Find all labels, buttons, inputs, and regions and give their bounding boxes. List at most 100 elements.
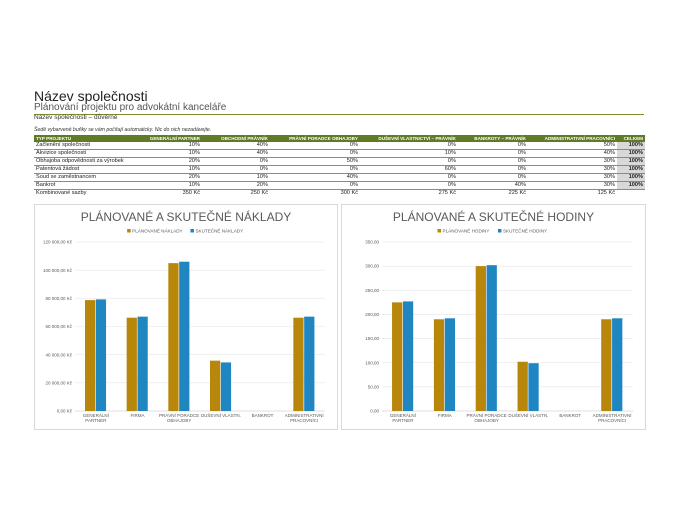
x-tick-label: DUŠEVNÍ VLASTN. xyxy=(201,412,241,418)
bar xyxy=(392,302,403,411)
percent-cell[interactable]: 10% xyxy=(360,149,458,158)
percent-cell[interactable]: 10% xyxy=(134,165,202,174)
total-cell: 100% xyxy=(617,142,645,150)
percent-cell[interactable]: 0% xyxy=(458,173,528,182)
x-tick-label: OBHAJOBY xyxy=(474,418,499,423)
table-row: Soud se zaměstnancem 20% 10% 40% 0% 0% 30% 100% xyxy=(34,173,645,182)
project-type-cell: Začlenění společnosti xyxy=(34,142,134,150)
x-tick-label: PARTNER xyxy=(392,418,414,423)
legend-swatch xyxy=(497,229,502,233)
legend-label: SKUTEČNÉ NÁKLADY xyxy=(195,228,243,234)
bar xyxy=(220,362,232,411)
x-tick-label: FIRMA xyxy=(438,413,452,418)
bar xyxy=(433,319,445,411)
percent-cell[interactable]: 40% xyxy=(270,173,360,182)
project-type-cell: Obhajoba odpovědnosti za výrobek xyxy=(34,157,134,166)
percent-cell[interactable]: 30% xyxy=(528,165,617,174)
bar xyxy=(486,265,497,411)
x-tick-label: BANKROT xyxy=(559,413,581,418)
percent-cell[interactable]: 40% xyxy=(458,181,528,190)
percent-cell[interactable]: 10% xyxy=(134,149,202,158)
y-tick-label: 0,00 xyxy=(370,409,379,414)
bar xyxy=(304,316,315,411)
percent-cell[interactable]: 0% xyxy=(458,165,528,174)
y-tick-label: 80 000,00 Kč xyxy=(45,296,72,301)
bar xyxy=(210,360,221,411)
legend-swatch xyxy=(437,229,442,233)
percent-cell[interactable]: 0% xyxy=(202,165,270,174)
percent-cell[interactable]: 0% xyxy=(270,181,360,190)
total-cell: 100% xyxy=(617,173,645,182)
x-tick-label: PRACOVNÍCI xyxy=(598,417,626,423)
percent-cell[interactable]: 0% xyxy=(270,149,360,158)
rate-cell: 300 Kč xyxy=(340,190,358,196)
chart-title: PLÁNOVANÉ A SKUTEČNÉ NÁKLADY xyxy=(81,209,292,224)
percent-cell[interactable]: 0% xyxy=(270,165,360,174)
bar xyxy=(95,299,107,411)
table-row: Patentová žádost 10% 0% 0% 60% 0% 30% 100% xyxy=(34,165,645,174)
legend-swatch xyxy=(190,229,194,233)
rate-cell: 250 Kč xyxy=(250,190,268,196)
percent-cell[interactable]: 40% xyxy=(528,149,617,158)
percent-cell[interactable]: 30% xyxy=(528,157,617,166)
combined-rates-label: Kombinované sazby xyxy=(36,190,87,196)
costs-chart-svg: PLÁNOVANÉ A SKUTEČNÉ NÁKLADY PLÁNOVANÉ NÁ… xyxy=(43,209,325,423)
column-header: ADMINISTRATIVNÍ PRACOVNÍCI xyxy=(528,135,617,142)
x-tick-label: PRACOVNÍCI xyxy=(290,417,318,423)
percent-cell[interactable]: 0% xyxy=(270,142,360,150)
percent-cell[interactable]: 0% xyxy=(458,157,528,166)
project-type-cell: Akvizice společnosti xyxy=(34,149,134,158)
column-header: TYP PROJEKTU xyxy=(34,135,134,142)
percent-cell[interactable]: 10% xyxy=(134,142,202,150)
percent-cell[interactable]: 20% xyxy=(202,181,270,190)
table-row: Bankrot 10% 20% 0% 0% 40% 30% 100% xyxy=(34,181,645,190)
y-tick-label: 50,00 xyxy=(368,384,380,389)
percent-cell[interactable]: 10% xyxy=(202,173,270,182)
y-tick-label: 100 000,00 Kč xyxy=(43,268,73,273)
percent-cell[interactable]: 0% xyxy=(360,173,458,182)
percent-cell[interactable]: 30% xyxy=(528,173,617,182)
y-tick-label: 300,00 xyxy=(365,264,379,269)
y-tick-label: 0,00 Kč xyxy=(57,409,73,414)
percent-cell[interactable]: 0% xyxy=(458,142,528,150)
bar xyxy=(137,316,148,411)
percent-cell[interactable]: 0% xyxy=(360,181,458,190)
total-cell: 100% xyxy=(617,157,645,166)
percent-cell[interactable]: 50% xyxy=(270,157,360,166)
total-cell: 100% xyxy=(617,165,645,174)
percent-cell[interactable]: 0% xyxy=(202,157,270,166)
table-row: Začlenění společnosti 10% 40% 0% 0% 0% 50% 100% xyxy=(34,142,645,150)
bar xyxy=(85,300,96,411)
bar xyxy=(168,263,179,411)
x-tick-label: BANKROT xyxy=(252,413,274,418)
bar xyxy=(126,317,137,411)
percent-cell[interactable]: 30% xyxy=(528,181,617,190)
bar xyxy=(517,361,528,411)
allocation-table: TYP PROJEKTU GENERÁLNÍ PARTNER OBCHODNÍ PR… xyxy=(34,135,645,197)
bar xyxy=(179,261,190,411)
percent-cell[interactable]: 40% xyxy=(202,149,270,158)
costs-chart: PLÁNOVANÉ A SKUTEČNÉ NÁKLADY PLÁNOVANÉ NÁ… xyxy=(34,204,338,430)
x-tick-label: ADMINISTRATIVNÍ xyxy=(285,412,325,418)
column-header: DUŠEVNÍ VLASTNICTVÍ – PRÁVNÍK xyxy=(360,135,458,142)
percent-cell[interactable]: 50% xyxy=(528,142,617,150)
rate-cell: 275 Kč xyxy=(438,190,456,196)
percent-cell[interactable]: 40% xyxy=(202,142,270,150)
percent-cell[interactable]: 0% xyxy=(458,149,528,158)
rate-cell: 125 Kč xyxy=(597,190,615,196)
project-type-cell: Patentová žádost xyxy=(34,165,134,174)
percent-cell[interactable]: 20% xyxy=(134,157,202,166)
percent-cell[interactable]: 10% xyxy=(134,181,202,190)
percent-cell[interactable]: 60% xyxy=(360,165,458,174)
title-divider xyxy=(34,114,644,115)
table-header-row: TYP PROJEKTU GENERÁLNÍ PARTNER OBCHODNÍ PR… xyxy=(34,135,645,142)
percent-cell[interactable]: 0% xyxy=(360,157,458,166)
instruction-note: Šedě vybarvené buňky se vám počítají aut… xyxy=(34,127,212,133)
column-header: BANKROTY – PRÁVNÍK xyxy=(458,135,528,142)
percent-cell[interactable]: 0% xyxy=(360,142,458,150)
x-tick-label: GENERÁLNÍ xyxy=(83,412,110,418)
company-title: Název společnosti xyxy=(34,88,148,104)
project-type-cell: Soud se zaměstnancem xyxy=(34,173,134,182)
y-tick-label: 40 000,00 Kč xyxy=(45,352,72,357)
percent-cell[interactable]: 20% xyxy=(134,173,202,182)
